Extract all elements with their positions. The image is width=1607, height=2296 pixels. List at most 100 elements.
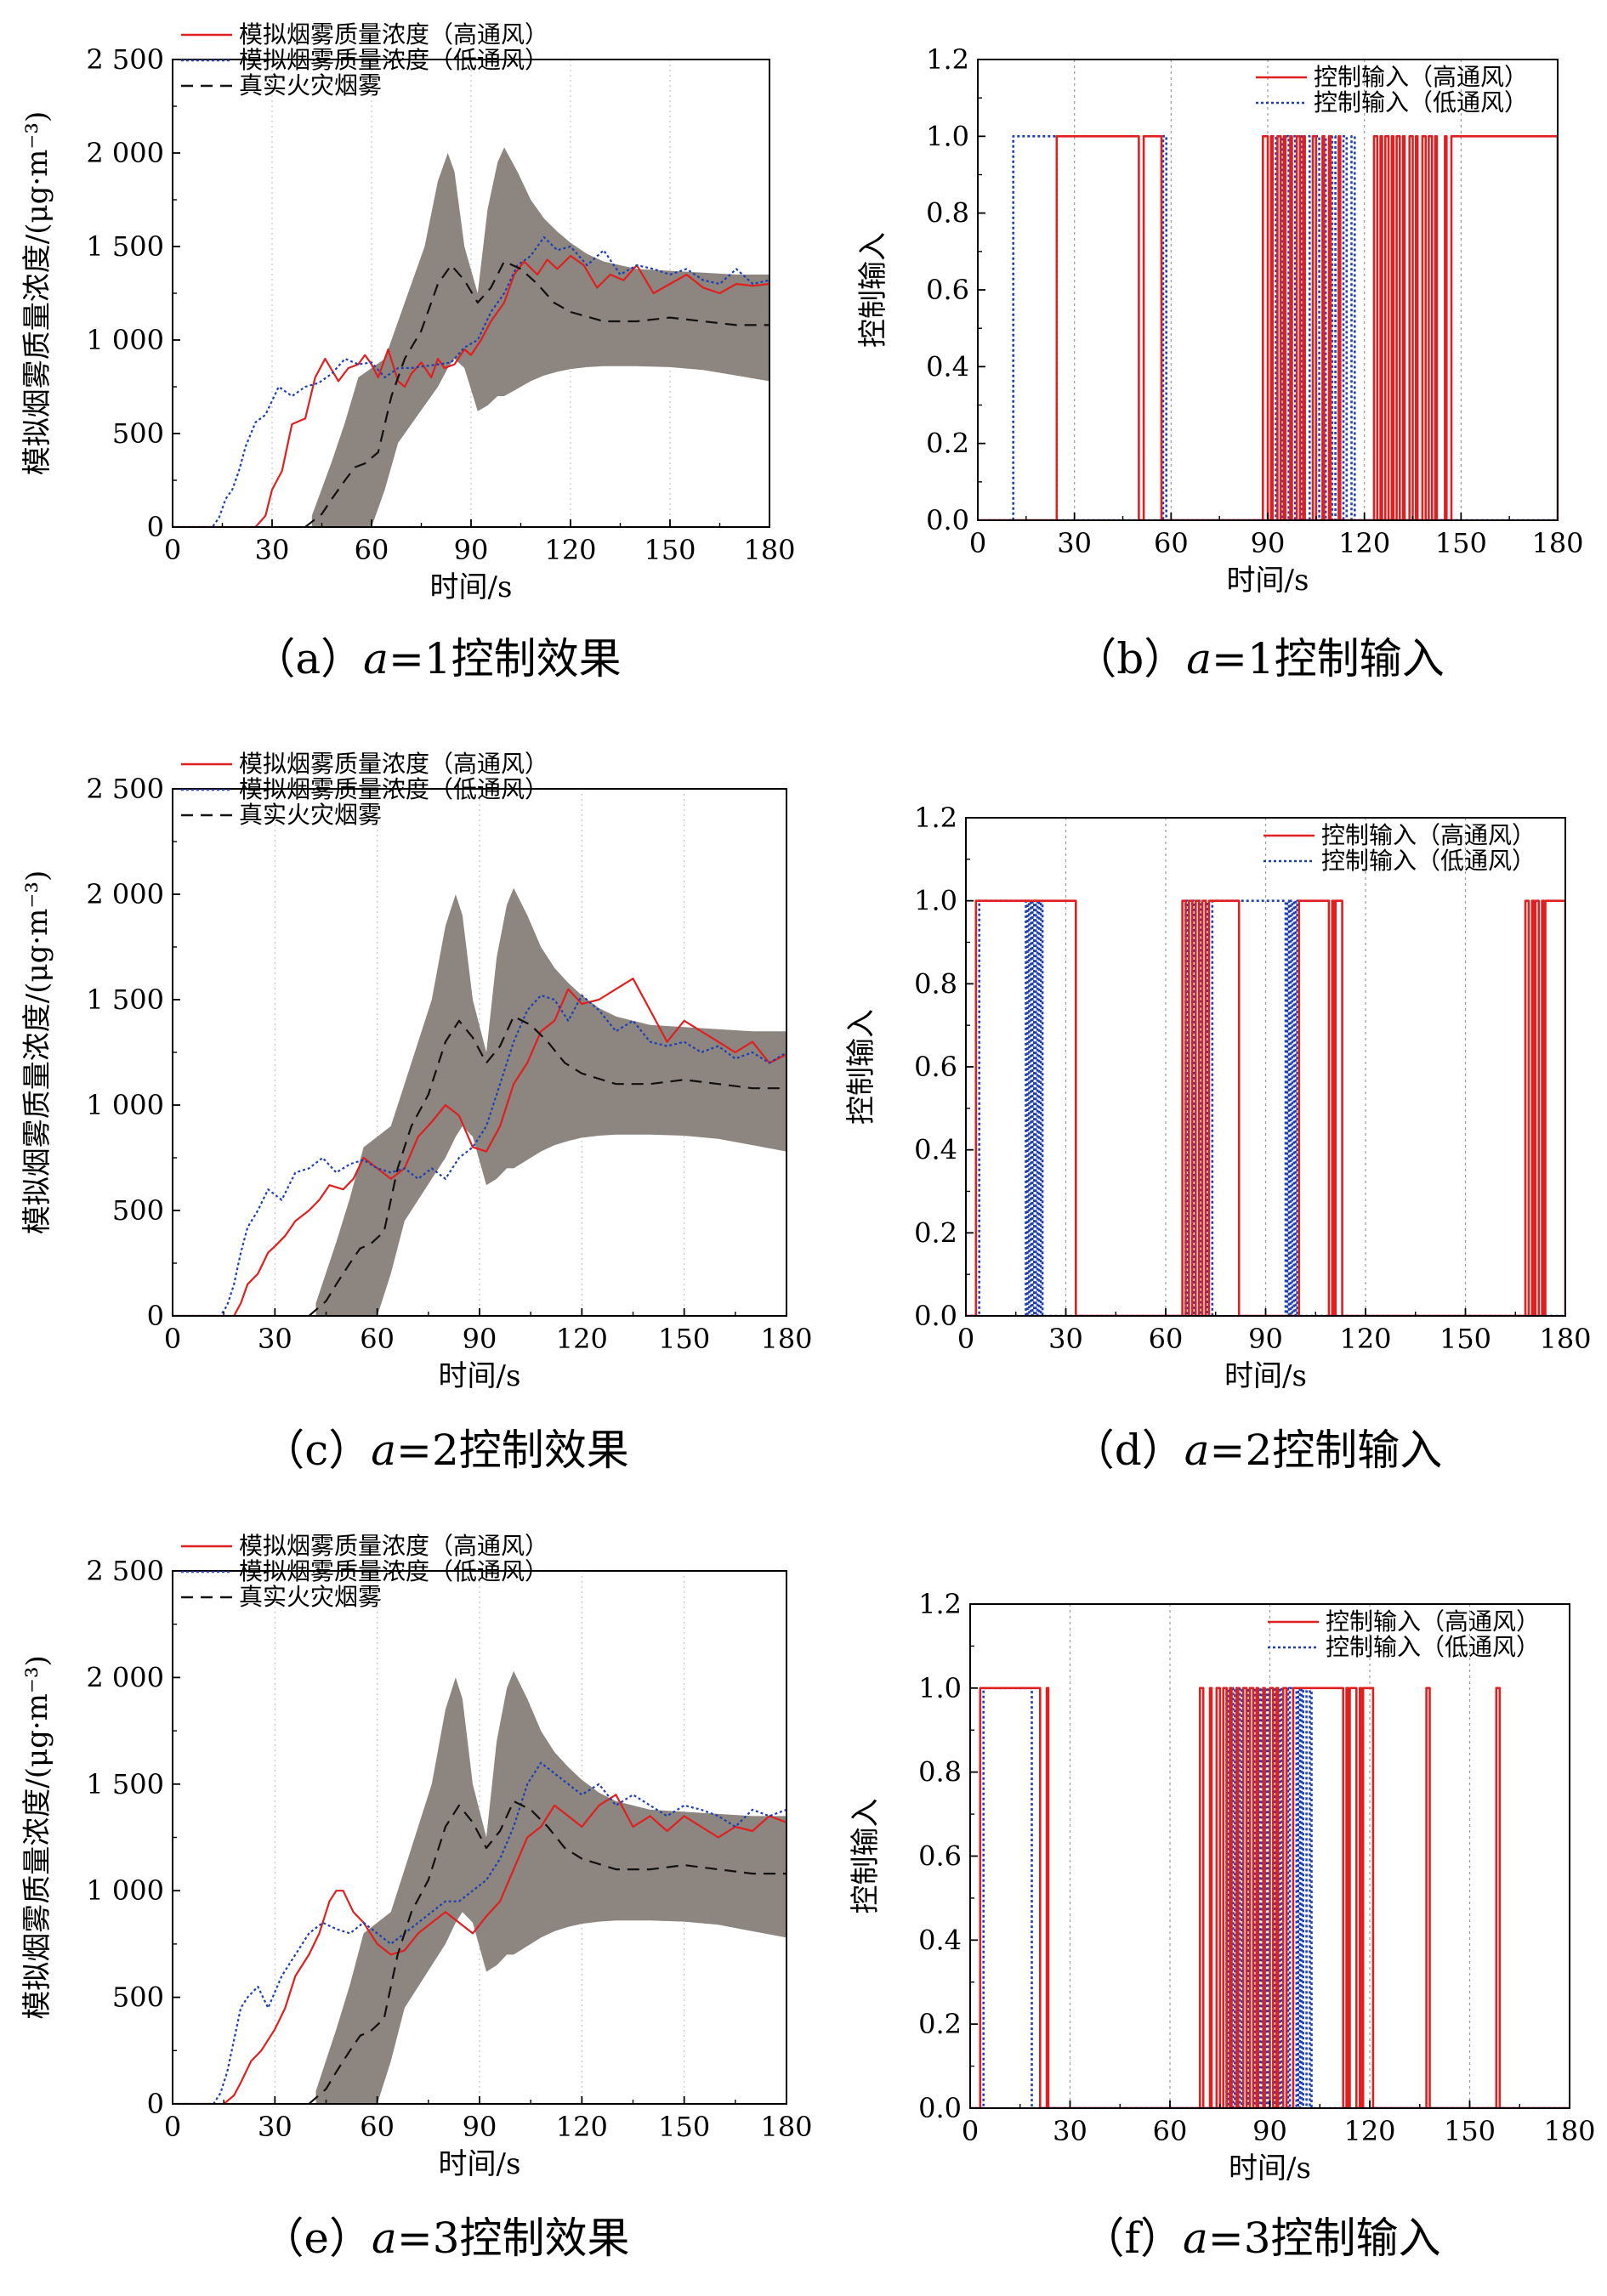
x-tick-label: 150 — [644, 534, 696, 566]
legend: 模拟烟雾质量浓度（高通风）模拟烟雾质量浓度（低通风）真实火灾烟雾 — [181, 1532, 548, 1611]
series-line-低通风 — [173, 1761, 786, 2104]
x-tick-label: 120 — [556, 1323, 608, 1355]
series-line-真实火灾烟雾 — [308, 1015, 786, 1316]
chart-c: 0 30 60 90 120 150 180 0 500 1 000 1 500 2 000 2 500… — [20, 750, 813, 1475]
y-axis-title: 模拟烟雾质量浓度/(μg·m⁻³) — [20, 870, 54, 1234]
caption-suffix: =3控制效果 — [397, 2214, 630, 2263]
y-tick-label: 0.2 — [918, 2008, 962, 2040]
x-tick-label: 120 — [1343, 2115, 1395, 2147]
legend-label: 真实火灾烟雾 — [239, 71, 382, 99]
legend: 控制输入（高通风）控制输入（低通风） — [1268, 1607, 1540, 1661]
y-tick-label: 2 500 — [86, 1555, 164, 1587]
x-tick-label: 120 — [556, 2111, 608, 2143]
chart-b: 0 30 60 90 120 150 180 0.0 0.2 0.4 0.6 0.8 1.0 1.2 时间/… — [856, 43, 1584, 683]
panel-caption: （f）a=3控制输入 — [1082, 2214, 1440, 2263]
x-tick-label: 30 — [1048, 1323, 1083, 1355]
y-tick-label: 0.6 — [926, 274, 969, 306]
caption-prefix: （f） — [1082, 2214, 1183, 2263]
x-axis-title: 时间/s — [439, 1359, 521, 1393]
y-tick-label: 0.8 — [918, 1756, 962, 1789]
series-line-高通风 — [173, 1794, 786, 2104]
y-tick-label: 1.0 — [914, 885, 957, 917]
legend-label: 模拟烟雾质量浓度（高通风） — [239, 20, 548, 48]
legend-label: 控制输入（低通风） — [1314, 88, 1528, 116]
caption-suffix: =1控制效果 — [389, 634, 622, 683]
plot-area — [970, 1687, 1570, 2108]
caption-alpha: a — [1184, 1426, 1210, 1475]
legend-label: 真实火灾烟雾 — [239, 1583, 382, 1611]
x-tick-label: 90 — [1252, 2115, 1287, 2147]
panel-caption: （c）a=2控制效果 — [262, 1426, 629, 1475]
x-axis-title: 时间/s — [430, 570, 513, 604]
x-tick-label: 120 — [1338, 527, 1390, 559]
caption-prefix: （b） — [1074, 634, 1186, 683]
series-line-真实火灾烟雾 — [308, 1800, 786, 2104]
caption-prefix: （a） — [253, 634, 363, 683]
y-tick-label: 1.2 — [914, 802, 957, 834]
series-line-低通风 — [173, 994, 786, 1316]
legend-label: 模拟烟雾质量浓度（高通风） — [239, 750, 548, 778]
y-tick-label: 2 500 — [86, 43, 164, 76]
y-tick-label: 0.6 — [914, 1051, 957, 1083]
x-tick-label: 0 — [164, 1323, 181, 1355]
caption-alpha: a — [372, 2214, 397, 2263]
y-tick-label: 1.0 — [926, 120, 969, 152]
y-tick-label: 0.0 — [914, 1300, 957, 1332]
x-axis-title: 时间/s — [439, 2147, 521, 2181]
x-tick-label: 150 — [1435, 527, 1487, 559]
x-tick-label: 30 — [1057, 527, 1092, 559]
caption-prefix: （d） — [1072, 1426, 1184, 1475]
panel-caption: （d）a=2控制输入 — [1072, 1426, 1443, 1475]
y-axis-title: 控制输入 — [849, 1799, 883, 1914]
y-tick-label: 0.6 — [918, 1840, 962, 1873]
caption-suffix: =2控制效果 — [396, 1426, 629, 1475]
x-tick-label: 0 — [962, 2115, 979, 2147]
series-line-低通风 — [173, 235, 769, 527]
chart-e: 0 30 60 90 120 150 180 0 500 1 000 1 500 2 000 2 500… — [20, 1532, 813, 2263]
x-tick-label: 180 — [1543, 2115, 1595, 2147]
y-tick-label: 0.2 — [914, 1216, 957, 1249]
series-line-高通风 — [970, 1687, 1570, 2108]
chart-d: 0 30 60 90 120 150 180 0.0 0.2 0.4 0.6 0.8 1.0 1.2 时间/… — [844, 802, 1592, 1475]
x-tick-label: 90 — [463, 2111, 497, 2143]
y-tick-label: 0.0 — [926, 504, 969, 536]
y-tick-label: 0.8 — [926, 197, 969, 230]
y-tick-label: 1 500 — [86, 1768, 164, 1800]
y-tick-label: 0.8 — [914, 967, 957, 1000]
x-tick-label: 60 — [1154, 527, 1189, 559]
x-tick-label: 180 — [760, 1323, 812, 1355]
y-axis-title: 控制输入 — [844, 1009, 878, 1125]
legend-label: 真实火灾烟雾 — [239, 801, 382, 829]
x-tick-label: 30 — [258, 2111, 292, 2143]
plot-area — [173, 887, 786, 1316]
y-tick-label: 1.0 — [918, 1672, 962, 1704]
x-axis-title: 时间/s — [1227, 564, 1309, 598]
caption-prefix: （e） — [261, 2214, 372, 2263]
x-tick-label: 120 — [544, 534, 596, 566]
legend: 模拟烟雾质量浓度（高通风）模拟烟雾质量浓度（低通风）真实火灾烟雾 — [181, 750, 548, 829]
series-line-高通风 — [966, 899, 1565, 1316]
y-tick-label: 500 — [112, 1194, 164, 1227]
x-tick-label: 150 — [658, 1323, 710, 1355]
y-tick-label: 500 — [112, 417, 164, 450]
y-tick-label: 2 000 — [86, 878, 164, 910]
legend-label: 模拟烟雾质量浓度（高通风） — [239, 1532, 548, 1560]
legend-label: 模拟烟雾质量浓度（低通风） — [239, 46, 548, 74]
x-tick-label: 150 — [1444, 2115, 1496, 2147]
legend: 控制输入（高通风）控制输入（低通风） — [1256, 63, 1528, 116]
y-tick-label: 0.0 — [918, 2092, 962, 2124]
x-tick-label: 60 — [1153, 2115, 1188, 2147]
y-tick-label: 0 — [147, 2088, 164, 2120]
x-tick-label: 180 — [1539, 1323, 1591, 1355]
uncertainty-band — [315, 887, 786, 1316]
legend-label: 模拟烟雾质量浓度（低通风） — [239, 1557, 548, 1585]
x-axis-title: 时间/s — [1229, 2151, 1311, 2185]
x-tick-label: 180 — [760, 2111, 812, 2143]
chart-a: 0 30 60 90 120 150 180 0 500 1 000 1 500 2 000 2 500… — [20, 20, 796, 683]
x-tick-label: 180 — [1531, 527, 1583, 559]
y-tick-label: 0.2 — [926, 428, 969, 460]
caption-alpha: a — [363, 634, 389, 683]
x-tick-label: 90 — [1251, 527, 1286, 559]
